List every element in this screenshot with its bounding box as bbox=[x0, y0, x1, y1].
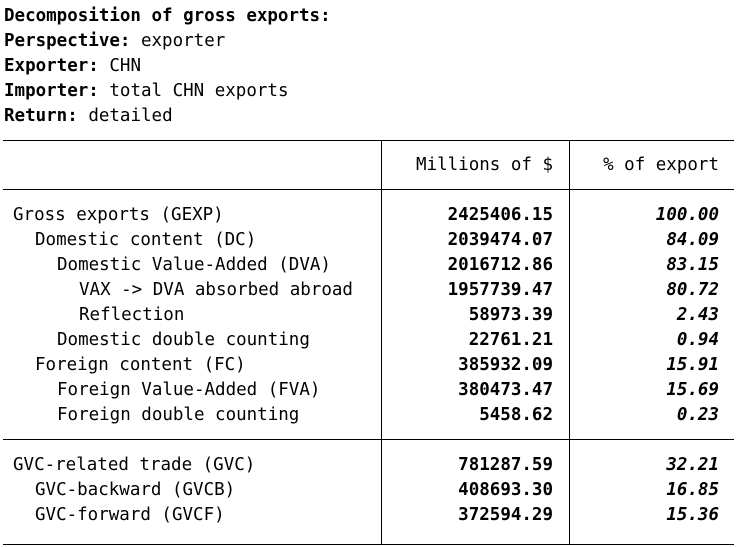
row-value-millions: 372594.29 bbox=[458, 505, 553, 525]
row-value-millions: 380473.47 bbox=[458, 380, 553, 400]
row-value-millions: 2039474.07 bbox=[447, 230, 553, 250]
row-label: Domestic Value-Added (DVA) bbox=[57, 255, 331, 275]
row-value-pct: 83.15 bbox=[666, 255, 719, 275]
row-value-pct: 100.00 bbox=[655, 205, 719, 225]
exporter-value: CHN bbox=[109, 56, 141, 76]
row-label: Gross exports (GEXP) bbox=[13, 205, 224, 225]
importer-value: total CHN exports bbox=[109, 81, 289, 101]
importer-line: Importer: total CHN exports bbox=[4, 79, 331, 104]
row-value-pct: 0.94 bbox=[676, 330, 719, 350]
row-label: GVC-backward (GVCB) bbox=[35, 480, 236, 500]
row-value-pct: 2.43 bbox=[676, 305, 719, 325]
perspective-value: exporter bbox=[140, 31, 226, 51]
column-divider bbox=[569, 141, 570, 440]
decomposition-table: Millions of $ % of export Gross exports … bbox=[3, 140, 734, 545]
perspective-line: Perspective: exporter bbox=[4, 29, 331, 54]
column-divider bbox=[381, 440, 382, 544]
return-value: detailed bbox=[88, 106, 173, 126]
table-row: Domestic content (DC) 2039474.07 84.09 bbox=[3, 228, 734, 253]
exporter-label: Exporter: bbox=[4, 56, 99, 76]
row-label: VAX -> DVA absorbed abroad bbox=[79, 280, 353, 300]
row-value-pct: 84.09 bbox=[666, 230, 719, 250]
table-row: Gross exports (GEXP) 2425406.15 100.00 bbox=[3, 203, 734, 228]
row-label: Foreign content (FC) bbox=[35, 355, 246, 375]
output-title: Decomposition of gross exports: bbox=[4, 6, 331, 26]
row-value-pct: 32.21 bbox=[666, 455, 719, 475]
row-value-pct: 15.91 bbox=[666, 355, 719, 375]
row-value-millions: 781287.59 bbox=[458, 455, 553, 475]
column-header-pct: % of export bbox=[603, 155, 719, 175]
table-row: Foreign content (FC) 385932.09 15.91 bbox=[3, 353, 734, 378]
column-header-millions: Millions of $ bbox=[416, 155, 553, 175]
row-label: GVC-forward (GVCF) bbox=[35, 505, 225, 525]
row-value-pct: 80.72 bbox=[666, 280, 719, 300]
row-value-millions: 58973.39 bbox=[468, 305, 553, 325]
perspective-label: Perspective: bbox=[4, 31, 131, 51]
row-value-pct: 16.85 bbox=[666, 480, 719, 500]
return-label: Return: bbox=[4, 106, 78, 126]
table-row: Foreign Value-Added (FVA) 380473.47 15.69 bbox=[3, 378, 734, 403]
table-row: GVC-forward (GVCF) 372594.29 15.36 bbox=[3, 503, 734, 528]
table-row: VAX -> DVA absorbed abroad 1957739.47 80.7… bbox=[3, 278, 734, 303]
output-header: Decomposition of gross exports: Perspect… bbox=[4, 4, 331, 129]
row-value-millions: 1957739.47 bbox=[447, 280, 553, 300]
row-value-millions: 2016712.86 bbox=[447, 255, 553, 275]
row-value-millions: 2425406.15 bbox=[447, 205, 553, 225]
row-label: Domestic double counting bbox=[57, 330, 310, 350]
row-label: GVC-related trade (GVC) bbox=[13, 455, 256, 475]
column-divider bbox=[381, 141, 382, 440]
table-row: Domestic Value-Added (DVA) 2016712.86 83.1… bbox=[3, 253, 734, 278]
table-row: GVC-related trade (GVC) 781287.59 32.21 bbox=[3, 453, 734, 478]
column-divider bbox=[569, 440, 570, 544]
row-label: Foreign Value-Added (FVA) bbox=[57, 380, 321, 400]
table-row: Foreign double counting 5458.62 0.23 bbox=[3, 403, 734, 428]
table-row: Domestic double counting 22761.21 0.94 bbox=[3, 328, 734, 353]
row-value-millions: 408693.30 bbox=[458, 480, 553, 500]
row-value-millions: 385932.09 bbox=[458, 355, 553, 375]
row-label: Domestic content (DC) bbox=[35, 230, 257, 250]
return-line: Return: detailed bbox=[4, 104, 331, 129]
section-divider bbox=[3, 439, 734, 440]
row-value-millions: 5458.62 bbox=[479, 405, 553, 425]
table-row: Reflection 58973.39 2.43 bbox=[3, 303, 734, 328]
row-value-millions: 22761.21 bbox=[468, 330, 553, 350]
row-value-pct: 0.23 bbox=[676, 405, 719, 425]
table-row: GVC-backward (GVCB) 408693.30 16.85 bbox=[3, 478, 734, 503]
importer-label: Importer: bbox=[4, 81, 99, 101]
header-divider bbox=[3, 189, 734, 190]
row-label: Foreign double counting bbox=[57, 405, 300, 425]
row-label: Reflection bbox=[79, 305, 185, 325]
row-value-pct: 15.69 bbox=[666, 380, 719, 400]
row-value-pct: 15.36 bbox=[666, 505, 719, 525]
exporter-line: Exporter: CHN bbox=[4, 54, 331, 79]
